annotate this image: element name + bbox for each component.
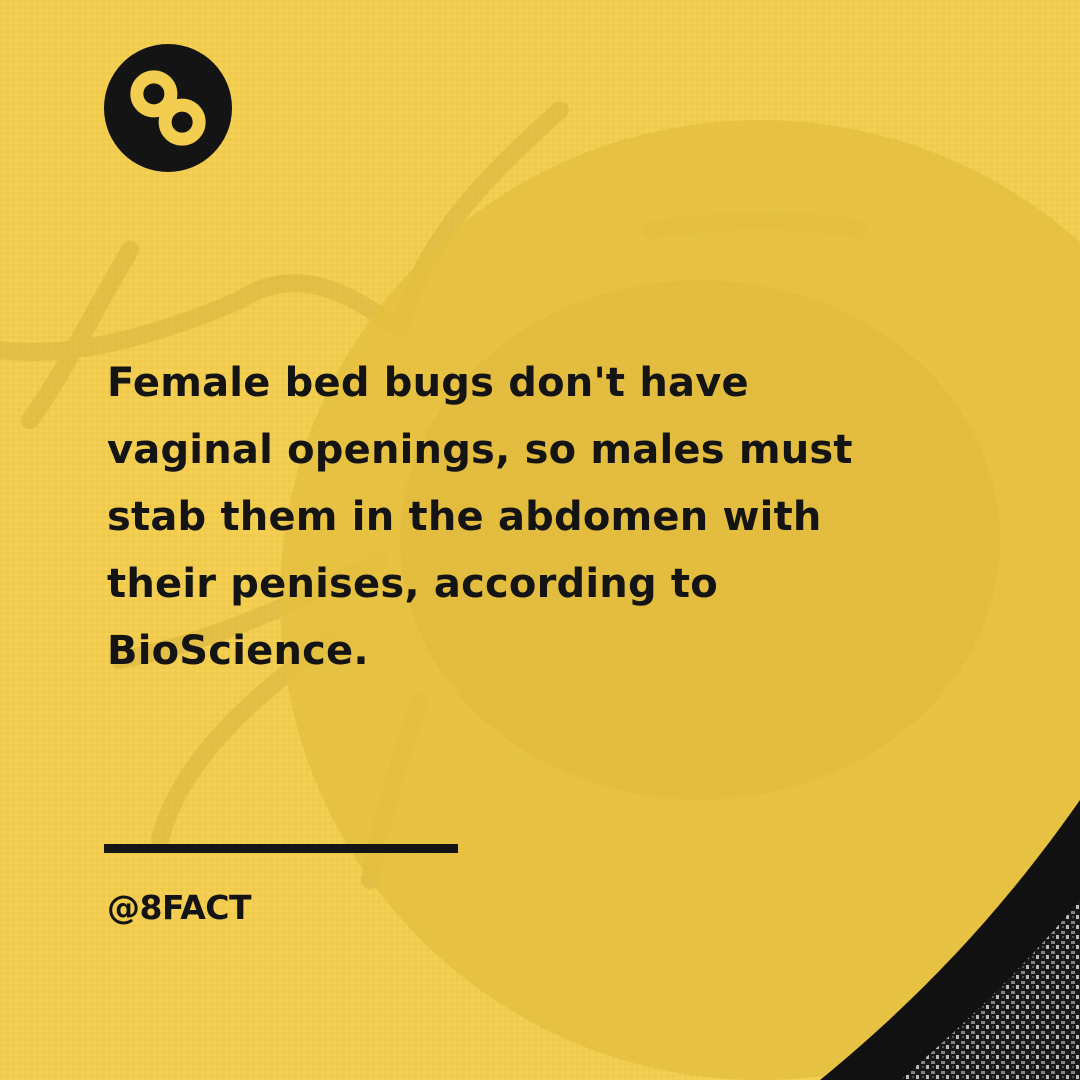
divider-line	[104, 844, 458, 853]
bug-body-overlay	[280, 120, 1080, 1080]
fact-text: Female bed bugs don't have vaginal openi…	[107, 360, 853, 674]
infinity-eight-icon	[104, 44, 232, 172]
account-handle: @8FACT	[107, 888, 252, 927]
